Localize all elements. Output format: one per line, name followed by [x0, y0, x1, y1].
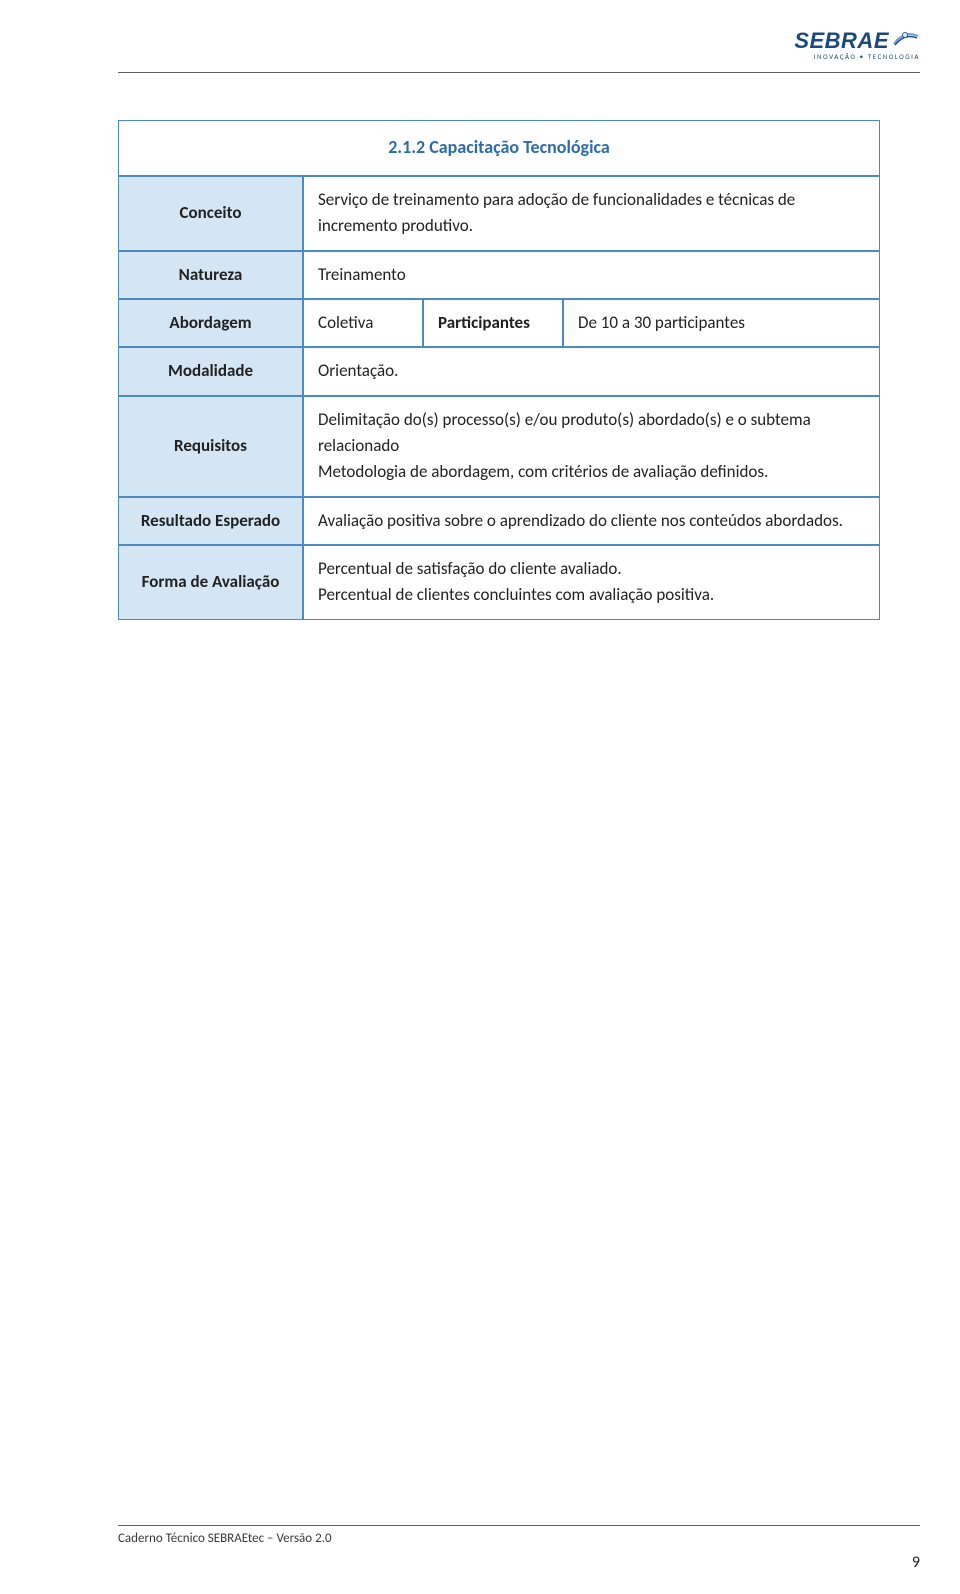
row-value-requisitos: Delimitação do(s) processo(s) e/ou produ… — [303, 396, 880, 497]
row-value-participantes: De 10 a 30 participantes — [563, 299, 880, 347]
table-title: 2.1.2 Capacitação Tecnológica — [118, 120, 880, 176]
spec-table: 2.1.2 Capacitação Tecnológica Conceito S… — [118, 120, 880, 620]
row-value-conceito: Serviço de treinamento para adoção de fu… — [303, 176, 880, 251]
content: 2.1.2 Capacitação Tecnológica Conceito S… — [118, 120, 880, 620]
row-label-resultado: Resultado Esperado — [118, 497, 303, 545]
row-value-resultado: Avaliação positiva sobre o aprendizado d… — [303, 497, 880, 545]
row-label-requisitos: Requisitos — [118, 396, 303, 497]
logo-swoosh-icon — [892, 28, 920, 54]
row-value-natureza: Treinamento — [303, 251, 880, 299]
footer-rule — [118, 1525, 920, 1526]
footer: Caderno Técnico SEBRAEtec – Versão 2.0 — [118, 1525, 920, 1546]
header-rule — [118, 72, 920, 73]
logo-subtitle: INOVAÇÃO • TECNOLOGIA — [794, 52, 920, 61]
row-label-conceito: Conceito — [118, 176, 303, 251]
row-sublabel-participantes: Participantes — [423, 299, 563, 347]
logo-main: SEBRAE — [794, 28, 920, 54]
row-label-abordagem: Abordagem — [118, 299, 303, 347]
row-value-abordagem: Coletiva — [303, 299, 423, 347]
forma-line-1: Percentual de satisfação do cliente aval… — [318, 556, 865, 582]
requisitos-line-1: Delimitação do(s) processo(s) e/ou produ… — [318, 407, 865, 460]
logo: SEBRAE INOVAÇÃO • TECNOLOGIA — [794, 28, 920, 61]
requisitos-line-2: Metodologia de abordagem, com critérios … — [318, 459, 865, 485]
forma-line-2: Percentual de clientes concluintes com a… — [318, 582, 865, 608]
page-number: 9 — [912, 1553, 920, 1572]
row-value-forma: Percentual de satisfação do cliente aval… — [303, 545, 880, 620]
row-value-modalidade: Orientação. — [303, 347, 880, 395]
row-label-forma: Forma de Avaliação — [118, 545, 303, 620]
page: SEBRAE INOVAÇÃO • TECNOLOGIA 2.1.2 Capac… — [0, 0, 960, 1594]
logo-text: SEBRAE — [794, 28, 889, 54]
row-label-modalidade: Modalidade — [118, 347, 303, 395]
footer-text: Caderno Técnico SEBRAEtec – Versão 2.0 — [118, 1531, 920, 1546]
row-label-natureza: Natureza — [118, 251, 303, 299]
